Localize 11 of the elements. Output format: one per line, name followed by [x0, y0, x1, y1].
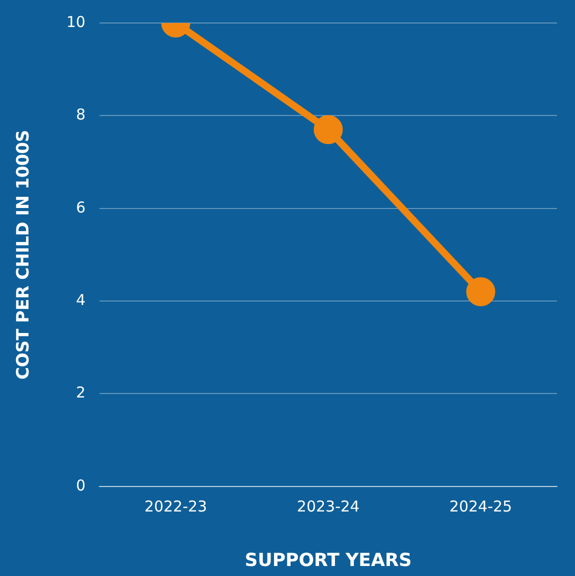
- y-tick-label: 8: [76, 106, 86, 124]
- y-tick-label: 4: [76, 290, 86, 309]
- y-axis-title: COST PER CHILD IN 1000S: [14, 130, 34, 380]
- x-axis-title: SUPPORT YEARS: [244, 550, 412, 571]
- y-tick-label: 2: [76, 384, 86, 402]
- y-tick-label: 0: [76, 476, 86, 494]
- x-tick-label: 2024-25: [449, 497, 512, 516]
- y-tick-label: 6: [76, 198, 86, 216]
- x-tick-label: 2022-23: [144, 497, 208, 516]
- y-tick-label: 10: [66, 12, 86, 31]
- x-tick-label: 2023-24: [296, 497, 360, 516]
